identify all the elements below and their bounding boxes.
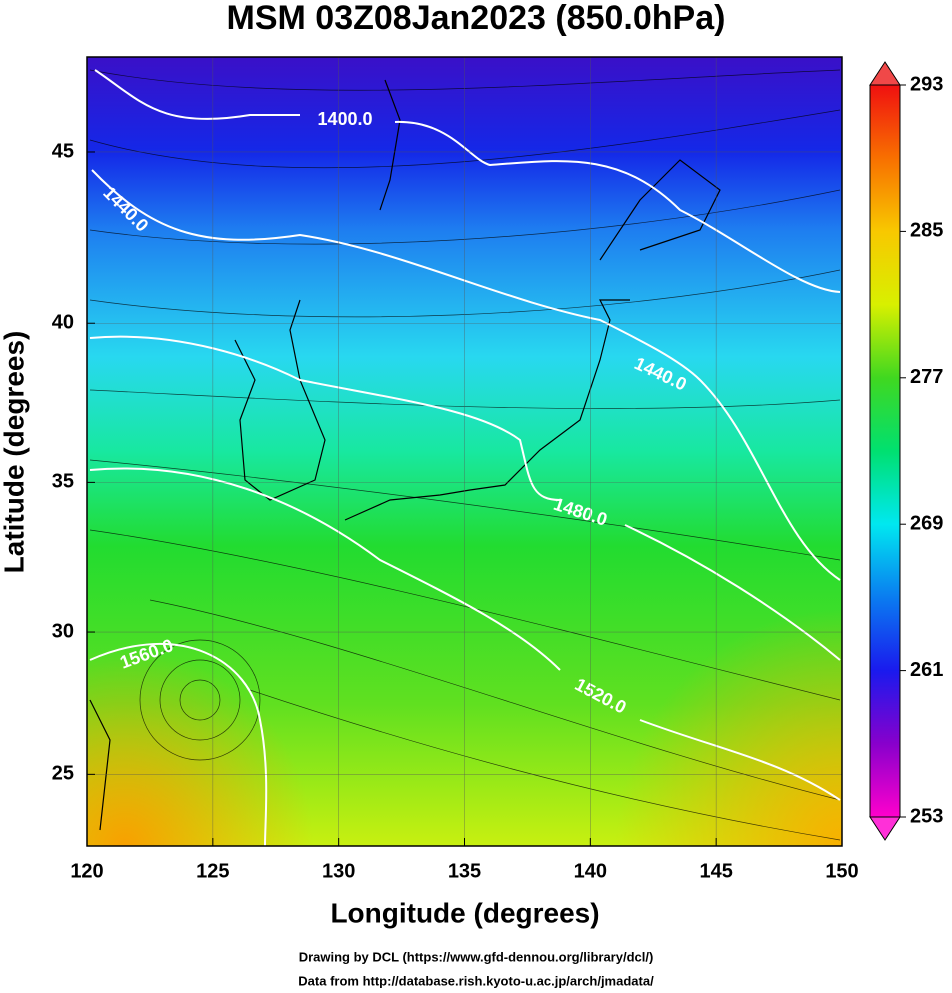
contour-label: 1400.0: [317, 109, 372, 129]
y-tick-label: 40: [52, 312, 74, 334]
x-tick-label: 135: [448, 860, 481, 882]
y-tick-label: 25: [52, 763, 74, 785]
y-tick-label: 45: [52, 140, 74, 162]
colorbar-max-arrow: [869, 61, 901, 86]
title: MSM 03Z08Jan2023 (850.0hPa): [227, 0, 726, 37]
x-axis-label: Longitude (degrees): [330, 897, 599, 928]
x-tick-label: 150: [825, 860, 858, 882]
colorbar-tick-label: 293: [910, 73, 943, 95]
colorbar-tick-label: 253: [910, 805, 943, 827]
credit: Data from http://database.rish.kyoto-u.a…: [298, 973, 654, 988]
x-tick-label: 145: [699, 860, 732, 882]
colorbar-min-arrow: [869, 816, 901, 841]
x-tick-label: 120: [70, 860, 103, 882]
contours: [89, 69, 841, 846]
x-tick-label: 140: [574, 860, 607, 882]
y-axis-label: Latitude (degrees): [0, 331, 29, 574]
credit: Drawing by DCL (https://www.gfd-dennou.o…: [299, 949, 654, 964]
y-tick-label: 35: [52, 471, 74, 493]
colorbar-tick-label: 261: [910, 659, 943, 681]
colorbar-tick-label: 277: [910, 366, 943, 388]
coastlines: [89, 79, 721, 831]
colorbar-tick-label: 269: [910, 512, 943, 534]
streamlines: [89, 69, 841, 841]
x-tick-label: 130: [322, 860, 355, 882]
frame: [86, 56, 843, 847]
colorbar-tick-label: 285: [910, 220, 943, 242]
y-tick-label: 30: [52, 620, 74, 642]
colorbar: [869, 84, 901, 818]
x-tick-label: 125: [196, 860, 229, 882]
